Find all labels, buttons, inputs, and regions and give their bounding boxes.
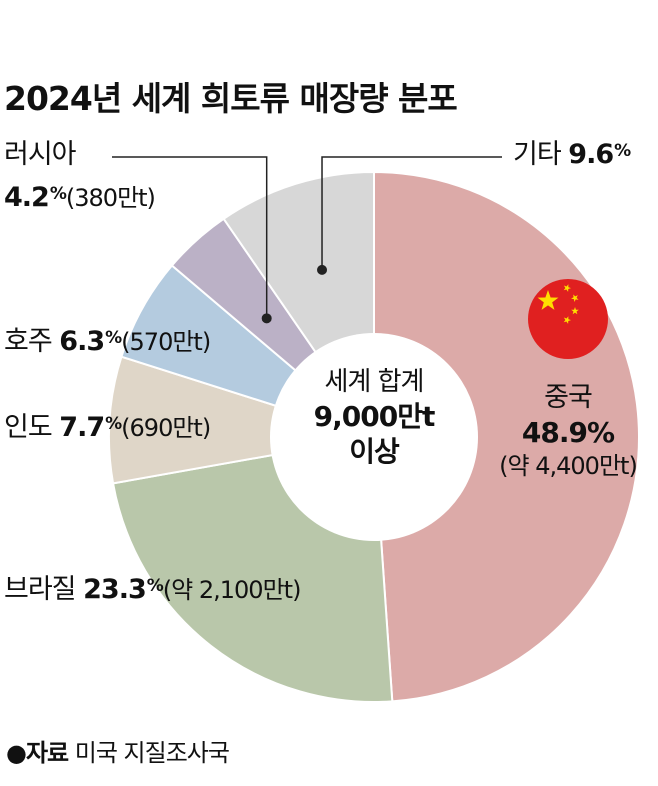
label-australia-value: 6.3 <box>59 326 105 357</box>
label-russia-amount: (380만t) <box>65 184 156 212</box>
label-australia-name: 호주 <box>4 326 53 357</box>
flag-star-small-2 <box>571 294 579 302</box>
flag-star-small-1 <box>563 284 571 292</box>
leader-line-other <box>321 156 502 270</box>
label-india: 인도 7.7%(690만t) <box>4 412 211 443</box>
label-china-amount: (약 4,400만t) <box>499 452 638 481</box>
china-flag-icon <box>528 279 608 359</box>
label-brazil: 브라질 23.3%(약 2,100만t) <box>4 574 302 605</box>
leader-dot-other <box>317 264 328 275</box>
label-china-value: 48.9 <box>521 416 588 450</box>
label-australia: 호주 6.3%(570만t) <box>4 326 211 357</box>
label-other-name: 기타 <box>513 139 562 170</box>
label-russia-value: 4.2 <box>4 182 50 213</box>
label-india-amount: (690만t) <box>121 414 211 442</box>
donut-hole <box>270 333 478 541</box>
flag-star-small-3 <box>571 307 579 315</box>
label-other-value: 9.6 <box>568 139 614 170</box>
chart-title: 2024년 세계 희토류 매장량 분포 <box>4 79 458 118</box>
slice-2 <box>108 355 375 485</box>
label-brazil-value: 23.3 <box>83 574 147 605</box>
flag-star-large <box>537 290 559 310</box>
label-brazil-amount: (약 2,100만t) <box>162 576 302 604</box>
leader-line-russia <box>112 156 268 319</box>
label-other: 기타 9.6% <box>513 139 631 170</box>
label-russia: 4.2%(380만t) <box>4 182 156 213</box>
label-australia-amount: (570만t) <box>121 328 211 356</box>
donut-center-label: 세계 합계 9,000만t 이상 <box>270 366 478 469</box>
source-label: ●자료 <box>6 739 69 767</box>
leader-dot-russia <box>261 313 272 324</box>
label-india-value: 7.7 <box>59 412 105 443</box>
label-china-name: 중국 <box>544 382 593 413</box>
center-line1: 세계 합계 <box>324 367 425 397</box>
center-line3: 이상 <box>349 434 400 468</box>
source-text: 미국 지질조사국 <box>74 739 230 767</box>
center-line2: 9,000만t <box>313 399 436 433</box>
label-china: 중국 48.9% (약 4,400만t) <box>478 380 658 483</box>
label-russia-name: 러시아 <box>4 139 77 170</box>
label-india-name: 인도 <box>4 412 53 443</box>
source-note: ●자료 미국 지질조사국 <box>6 733 230 768</box>
flag-star-small-4 <box>563 316 571 324</box>
label-brazil-name: 브라질 <box>4 574 77 605</box>
